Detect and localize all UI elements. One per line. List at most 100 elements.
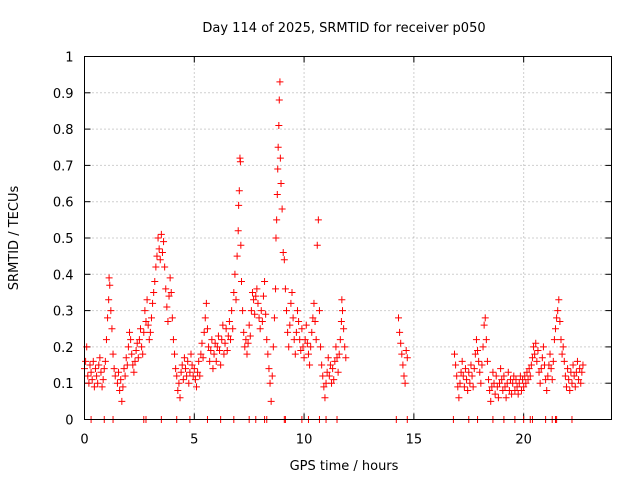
data-point — [133, 339, 141, 347]
y-tick-label: 0.1 — [53, 377, 74, 392]
data-point — [134, 354, 142, 362]
data-point — [334, 368, 342, 376]
data-point — [93, 372, 101, 380]
data-point — [333, 354, 341, 362]
data-point — [530, 343, 538, 351]
data-point — [126, 328, 134, 336]
data-point — [534, 347, 542, 355]
data-point — [258, 317, 266, 325]
data-point — [141, 307, 149, 315]
data-point — [207, 347, 215, 355]
data-point — [525, 365, 533, 373]
data-point — [492, 372, 500, 380]
data-point — [569, 361, 577, 369]
data-point — [538, 354, 546, 362]
data-point — [482, 336, 490, 344]
data-point — [268, 372, 276, 380]
data-point — [192, 383, 200, 391]
data-point — [233, 252, 241, 260]
data-point — [281, 285, 289, 293]
data-point — [491, 390, 499, 398]
data-point — [259, 292, 267, 300]
data-point — [86, 361, 94, 369]
data-point — [234, 227, 242, 235]
data-point — [539, 343, 547, 351]
data-point — [90, 383, 98, 391]
data-point — [465, 368, 473, 376]
data-point — [186, 368, 194, 376]
data-point — [337, 317, 345, 325]
data-point — [543, 386, 551, 394]
data-point — [399, 361, 407, 369]
data-point — [283, 307, 291, 315]
data-point — [196, 372, 204, 380]
data-point — [185, 379, 193, 387]
data-point — [478, 361, 486, 369]
data-point — [303, 339, 311, 347]
data-point — [195, 357, 203, 365]
data-point — [526, 372, 534, 380]
data-point — [149, 299, 157, 307]
data-point — [289, 314, 297, 322]
data-point — [247, 307, 255, 315]
data-point — [508, 390, 516, 398]
plot-frame — [84, 56, 612, 420]
data-point — [299, 343, 307, 351]
data-point — [292, 328, 300, 336]
data-point — [166, 274, 174, 282]
data-point — [400, 372, 408, 380]
data-point — [306, 361, 314, 369]
data-point — [483, 357, 491, 365]
data-point — [227, 336, 235, 344]
data-point — [548, 376, 556, 384]
data-point — [297, 347, 305, 355]
data-point — [206, 357, 214, 365]
data-point — [252, 292, 260, 300]
data-point — [205, 343, 213, 351]
data-point — [341, 343, 349, 351]
data-point — [182, 365, 190, 373]
data-point — [453, 372, 461, 380]
y-tick-label: 0.4 — [53, 268, 74, 283]
y-tick-label: 0 — [65, 414, 73, 429]
data-point — [145, 336, 153, 344]
data-point — [275, 121, 283, 129]
data-point — [276, 78, 284, 86]
data-point — [315, 307, 323, 315]
data-point — [461, 365, 469, 373]
data-point — [198, 339, 206, 347]
y-tick-label: 0.6 — [53, 196, 74, 211]
data-point — [240, 328, 248, 336]
data-point — [509, 379, 517, 387]
data-point — [150, 288, 158, 296]
data-point — [230, 288, 238, 296]
data-point — [397, 339, 405, 347]
data-point — [136, 325, 144, 333]
data-point — [494, 394, 502, 402]
data-point — [88, 376, 96, 384]
data-point — [172, 365, 180, 373]
data-point — [236, 158, 244, 166]
data-point — [326, 361, 334, 369]
data-point — [85, 379, 93, 387]
data-point — [555, 296, 563, 304]
data-point — [265, 365, 273, 373]
data-point — [452, 361, 460, 369]
data-point — [199, 354, 207, 362]
data-point — [504, 368, 512, 376]
data-point — [223, 347, 231, 355]
data-point — [318, 361, 326, 369]
data-point — [466, 379, 474, 387]
data-point — [301, 336, 309, 344]
data-point — [273, 216, 281, 224]
data-point — [558, 350, 566, 358]
data-point — [212, 357, 220, 365]
data-point — [500, 372, 508, 380]
data-point — [309, 314, 317, 322]
data-point — [287, 299, 295, 307]
data-point — [501, 383, 509, 391]
data-point — [106, 281, 114, 289]
data-point — [496, 379, 504, 387]
data-point — [532, 339, 540, 347]
data-point — [108, 325, 116, 333]
